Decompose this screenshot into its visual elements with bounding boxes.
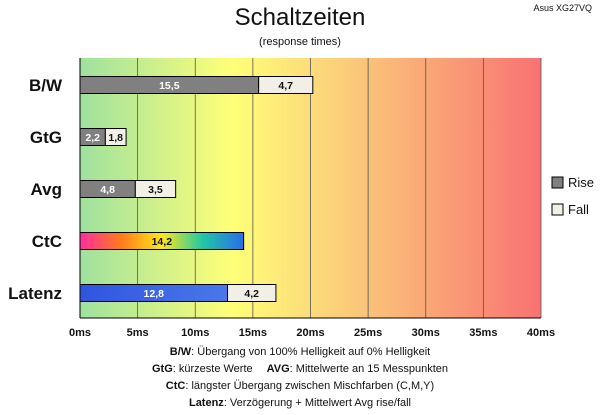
note-bw-key: B/W	[169, 346, 192, 358]
note-latenz-text: : Verzögerung + Mittelwert Avg rise/fall	[223, 397, 412, 409]
data-label: 4,7	[278, 80, 293, 92]
note-gtg-key: GtG	[151, 363, 173, 375]
note-avg-key: AVG	[266, 363, 290, 375]
x-tick-label: 5ms	[127, 327, 149, 339]
data-label: 4,2	[244, 288, 259, 300]
category-label-avg: Avg	[31, 180, 63, 199]
bar-avg-2	[134, 180, 177, 198]
x-tick-label: 20ms	[296, 327, 324, 339]
chart-subtitle: (response times)	[259, 36, 341, 48]
note-bw-text: : Übergang von 100% Helligkeit auf 0% He…	[191, 346, 431, 358]
x-tick-label: 35ms	[469, 327, 497, 339]
category-label-latenz: Latenz	[8, 284, 62, 303]
legend-swatch-fall	[551, 203, 564, 216]
x-tick-label: 25ms	[354, 327, 382, 339]
note-ctc-text: : längster Übergang zwischen Mischfarben…	[185, 380, 435, 392]
category-label-gtg: GtG	[30, 128, 62, 147]
response-time-chart: 0ms 5ms 10ms 15ms 20ms 25ms 30ms 35ms 40ms B/W 15,…	[8, 58, 594, 339]
x-tick-label: 0ms	[69, 327, 91, 339]
note-ctc: CtC: längster Übergang zwischen Mischfar…	[0, 378, 600, 395]
legend-label-rise: Rise	[568, 175, 594, 190]
note-gtg-avg: GtG: kürzeste Werte AVG: Mittelwerte an 1…	[0, 361, 600, 378]
monitor-model-label: Asus XG27VQ	[533, 3, 592, 13]
data-label: 2,2	[85, 132, 100, 144]
x-tick-label: 10ms	[181, 327, 209, 339]
category-label-ctc: CtC	[32, 232, 62, 251]
note-bw: B/W: Übergang von 100% Helligkeit auf 0%…	[0, 344, 600, 361]
x-tick-label: 15ms	[239, 327, 267, 339]
note-gtg-text: : kürzeste Werte	[172, 363, 253, 375]
bar-ctc-1	[79, 232, 245, 250]
data-label: 14,2	[152, 236, 173, 248]
bar-gtg-2	[104, 128, 127, 146]
data-label: 15,5	[159, 80, 180, 92]
bar-bw-2	[258, 76, 314, 94]
note-avg-text: : Mittelwerte an 15 Messpunkten	[289, 363, 449, 375]
data-label: 3,5	[148, 184, 163, 196]
legend-swatch-rise	[551, 176, 564, 189]
data-label: 4,8	[100, 184, 115, 196]
data-label: 12,8	[144, 288, 165, 300]
legend-label-fall: Fall	[568, 202, 589, 217]
x-tick-label: 40ms	[527, 327, 555, 339]
category-label-bw: B/W	[29, 76, 63, 95]
data-label: 1,8	[108, 132, 123, 144]
note-latenz: Latenz: Verzögerung + Mittelwert Avg ris…	[0, 395, 600, 412]
x-tick-label: 30ms	[412, 327, 440, 339]
chart-title: Schaltzeiten	[234, 4, 366, 31]
bar-latenz-2	[227, 284, 277, 302]
footnotes: B/W: Übergang von 100% Helligkeit auf 0%…	[0, 344, 600, 412]
note-latenz-key: Latenz	[188, 397, 224, 409]
note-ctc-key: CtC	[165, 380, 186, 392]
